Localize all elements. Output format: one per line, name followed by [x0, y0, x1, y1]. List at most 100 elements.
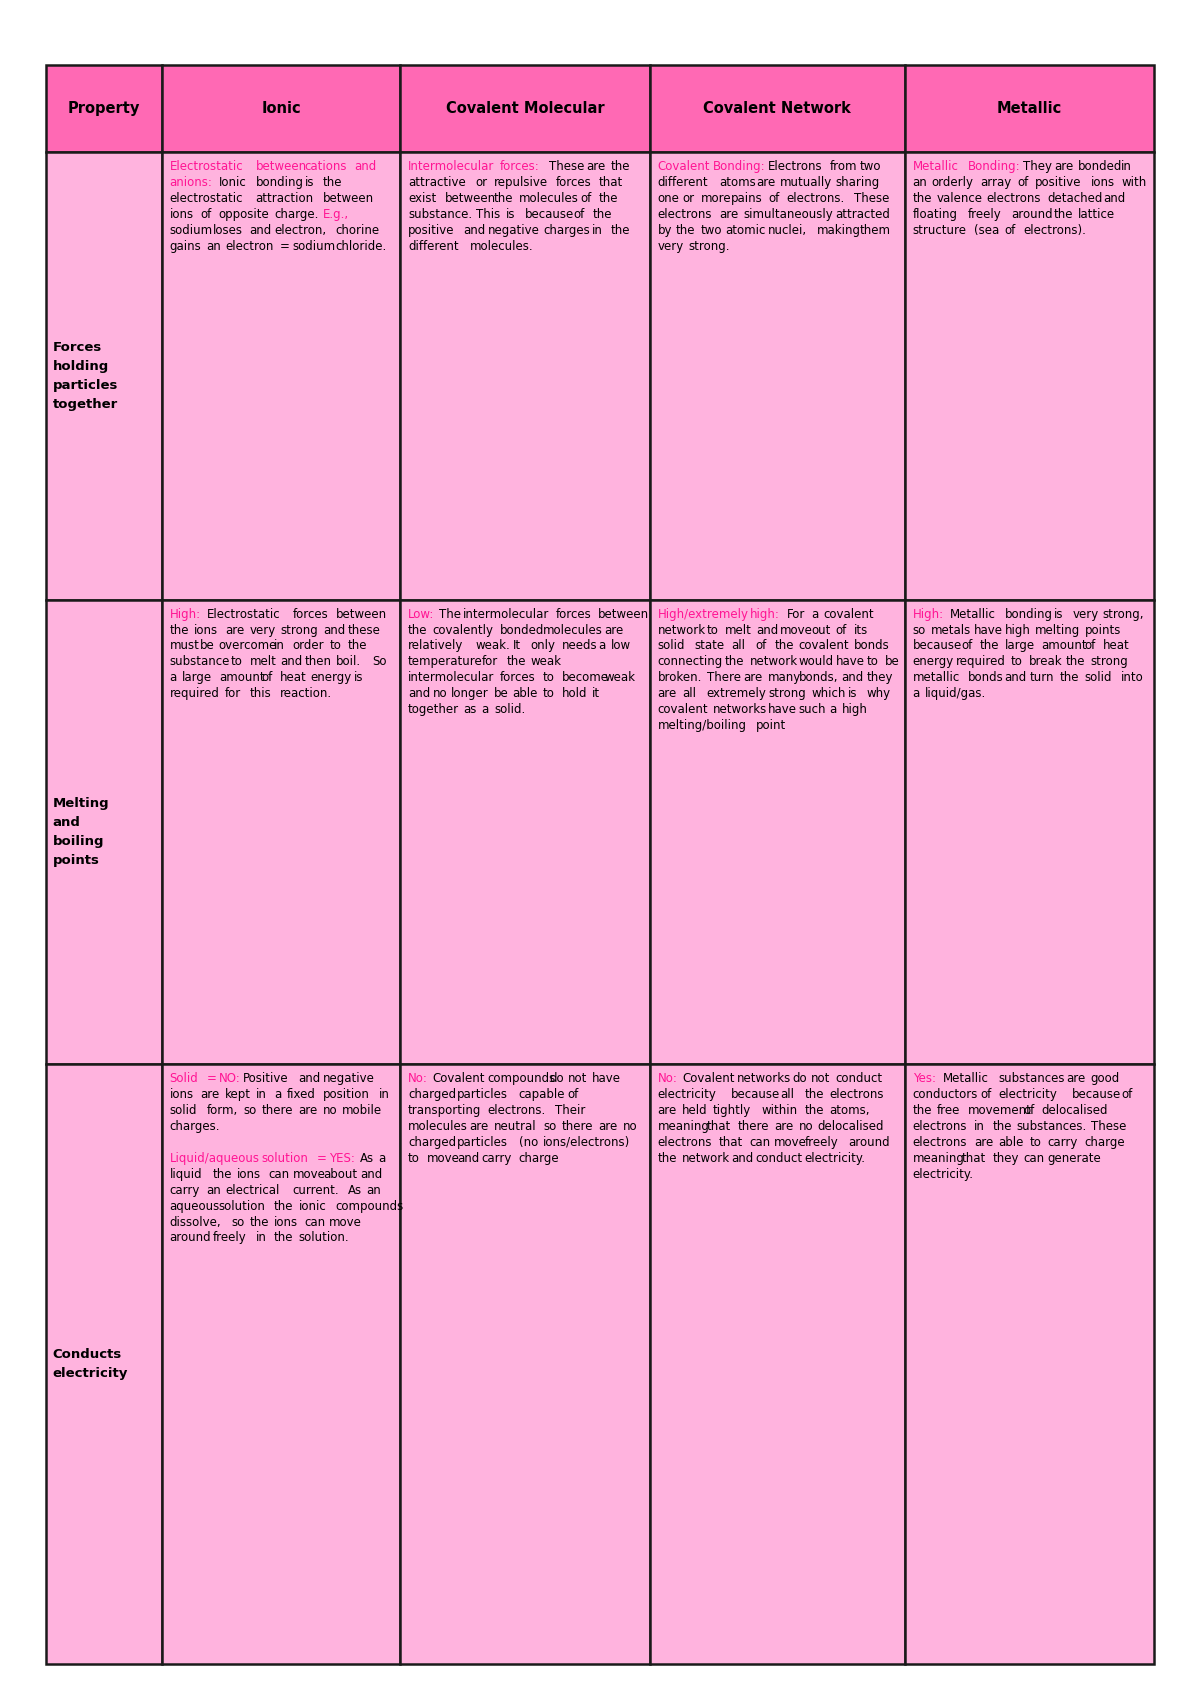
Text: strong: strong [1091, 655, 1128, 669]
Text: bonds: bonds [968, 671, 1003, 684]
Text: electricity.: electricity. [805, 1151, 866, 1165]
Text: of: of [835, 623, 847, 637]
Text: liquid: liquid [169, 1168, 203, 1180]
Text: solid: solid [1085, 671, 1112, 684]
Text: freely: freely [805, 1136, 839, 1150]
Text: and: and [1004, 671, 1027, 684]
Text: a: a [599, 640, 606, 652]
Text: many: many [768, 671, 802, 684]
Text: from: from [829, 160, 857, 173]
Text: atoms: atoms [719, 177, 756, 188]
Text: So: So [372, 655, 386, 669]
Text: move: move [780, 623, 814, 637]
Text: and: and [360, 1168, 383, 1180]
Text: able: able [512, 688, 538, 700]
Text: because: because [731, 1088, 780, 1100]
Text: are: are [200, 1088, 220, 1100]
Text: carry: carry [169, 1184, 200, 1197]
Text: bonded: bonded [1079, 160, 1123, 173]
Text: opposite: opposite [218, 207, 270, 221]
Text: have: have [768, 703, 797, 717]
Text: be: be [200, 640, 215, 652]
Text: negative: negative [323, 1071, 376, 1085]
Text: between: between [323, 192, 374, 205]
Text: with: with [1121, 177, 1146, 188]
Text: of: of [580, 192, 592, 205]
Text: electron: electron [224, 239, 274, 253]
Text: delocalised: delocalised [817, 1121, 883, 1133]
Text: an: an [206, 239, 221, 253]
Text: one: one [658, 192, 679, 205]
Text: that: that [719, 1136, 743, 1150]
Text: not: not [811, 1071, 830, 1085]
Text: all: all [780, 1088, 794, 1100]
Text: cations: cations [305, 160, 347, 173]
Text: Covalent: Covalent [682, 1071, 734, 1085]
Text: =: = [317, 1151, 326, 1165]
Bar [650, 1065, 905, 1664]
Text: attractive: attractive [408, 177, 466, 188]
Text: As: As [360, 1151, 374, 1165]
Text: Conducts
electricity: Conducts electricity [53, 1348, 128, 1380]
Text: amount: amount [218, 671, 264, 684]
Bar [905, 1065, 1154, 1664]
Text: in: in [274, 640, 284, 652]
Text: conduct: conduct [756, 1151, 803, 1165]
Text: transporting: transporting [408, 1104, 481, 1117]
Text: networks: networks [737, 1071, 792, 1085]
Text: by: by [658, 224, 672, 236]
Text: extremely: extremely [707, 688, 767, 700]
Text: forces: forces [556, 177, 592, 188]
Text: and: and [457, 1151, 480, 1165]
Text: very: very [1072, 608, 1098, 620]
Text: metals: metals [931, 623, 971, 637]
Text: are: are [658, 1104, 677, 1117]
Text: No:: No: [658, 1071, 678, 1085]
Text: an: an [206, 1184, 221, 1197]
Text: NO:: NO: [218, 1071, 240, 1085]
Text: is: is [1054, 608, 1063, 620]
Text: fixed: fixed [287, 1088, 316, 1100]
Text: It: It [512, 640, 521, 652]
Text: there: there [562, 1121, 593, 1133]
Text: or: or [475, 177, 487, 188]
Text: point: point [756, 720, 786, 732]
Text: good: good [1091, 1071, 1120, 1085]
Text: charge: charge [518, 1151, 559, 1165]
Text: making: making [817, 224, 862, 236]
Text: be: be [494, 688, 509, 700]
Text: no: no [323, 1104, 337, 1117]
Text: ions/electrons): ions/electrons) [544, 1136, 630, 1150]
Text: in: in [256, 1088, 266, 1100]
Text: bonding: bonding [1004, 608, 1052, 620]
Text: connecting: connecting [658, 655, 722, 669]
Text: This: This [475, 207, 500, 221]
Text: are: are [605, 623, 624, 637]
Text: bonds: bonds [854, 640, 889, 652]
Text: have: have [593, 1071, 622, 1085]
Text: a: a [481, 703, 488, 717]
Text: the: the [494, 192, 514, 205]
Text: the: the [274, 1231, 294, 1245]
Bar [905, 599, 1154, 1065]
Text: Metallic: Metallic [912, 160, 959, 173]
Text: to: to [408, 1151, 420, 1165]
Text: order: order [293, 640, 324, 652]
Text: charge.: charge. [274, 207, 318, 221]
Text: the: the [169, 623, 190, 637]
Text: delocalised: delocalised [1042, 1104, 1108, 1117]
Text: which: which [811, 688, 845, 700]
Text: intermolecular: intermolecular [463, 608, 550, 620]
Text: in: in [974, 1121, 985, 1133]
Text: These: These [854, 192, 889, 205]
Text: of: of [1121, 1088, 1133, 1100]
Text: =: = [280, 239, 290, 253]
Text: sharing: sharing [835, 177, 880, 188]
Text: chorine: chorine [336, 224, 379, 236]
Text: that: that [961, 1151, 986, 1165]
Text: and: and [323, 623, 346, 637]
Text: kept: kept [224, 1088, 251, 1100]
Text: no: no [433, 688, 448, 700]
Text: charges: charges [544, 224, 590, 236]
Text: in: in [378, 1088, 389, 1100]
